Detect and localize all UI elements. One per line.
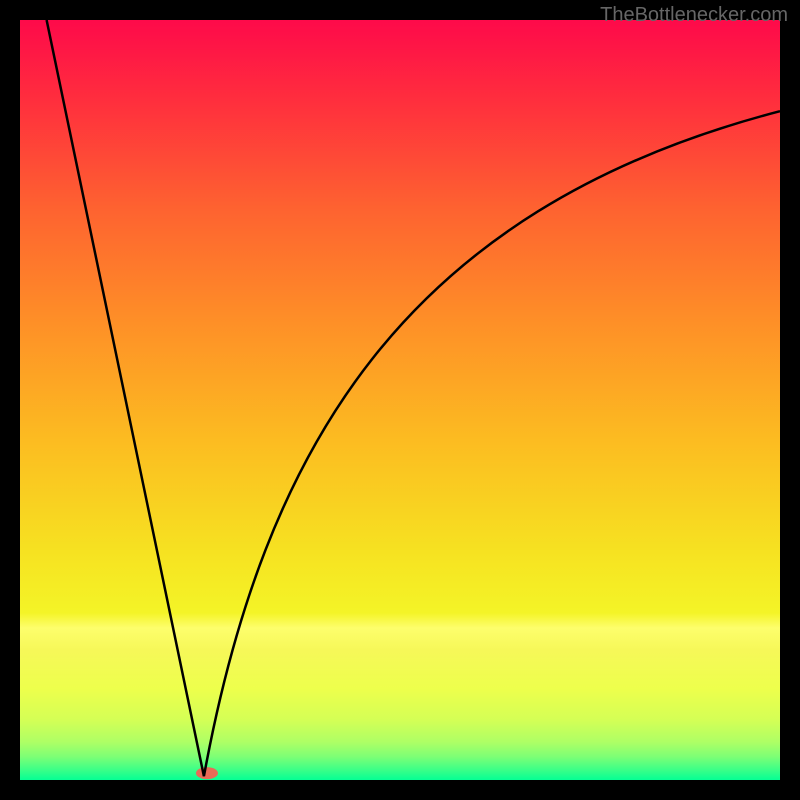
- chart-background: [20, 20, 780, 780]
- bottleneck-chart: TheBottlenecker.com: [0, 0, 800, 800]
- watermark-text: TheBottlenecker.com: [600, 4, 788, 27]
- chart-svg: [0, 0, 800, 800]
- minimum-marker: [196, 767, 218, 779]
